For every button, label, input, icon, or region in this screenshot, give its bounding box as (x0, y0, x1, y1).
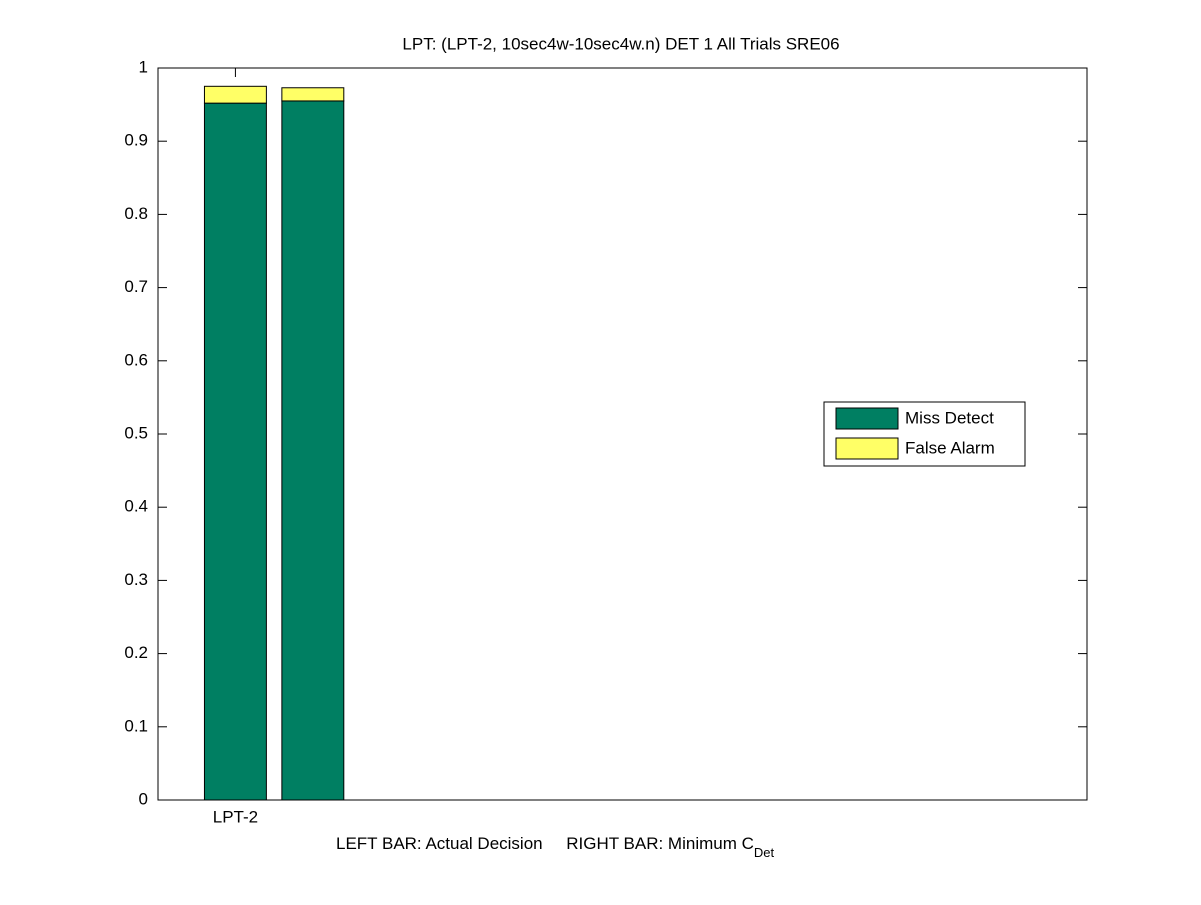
x-axis-label: LEFT BAR: Actual Decision RIGHT BAR: Min… (336, 834, 774, 860)
legend-swatch (835, 407, 899, 430)
y-tick-label: 0.4 (124, 497, 148, 516)
y-tick-label: 1 (139, 57, 148, 76)
legend: Miss Detect False Alarm (823, 401, 1026, 467)
bar-segment (281, 87, 345, 102)
axes-box (157, 67, 1088, 801)
chart-title: LPT: (LPT-2, 10sec4w-10sec4w.n) DET 1 Al… (402, 34, 839, 53)
legend-label: False Alarm (905, 438, 995, 457)
bar-segment (203, 102, 267, 801)
y-tick-label: 0 (139, 789, 148, 808)
y-tick-label: 0.2 (124, 643, 148, 662)
bar-segment (203, 85, 267, 104)
y-tick-label: 0.1 (124, 716, 148, 735)
x-axis-label-main: LEFT BAR: Actual Decision RIGHT BAR: Min… (336, 834, 754, 853)
plot-area: 0 0.1 0.2 0.3 0.4 0.5 0.6 0.7 0.8 0.9 1 LPT-2 (124, 57, 1088, 826)
y-tick-label: 0.8 (124, 204, 148, 223)
x-tick-label: LPT-2 (213, 807, 258, 826)
y-tick-label: 0.9 (124, 131, 148, 150)
bar-segment (281, 100, 345, 801)
y-tick-label: 0.7 (124, 277, 148, 296)
legend-label: Miss Detect (905, 408, 994, 427)
y-tick-label: 0.3 (124, 570, 148, 589)
x-axis-label-subscript: Det (754, 845, 775, 860)
legend-swatch (835, 437, 899, 460)
y-tick-label: 0.5 (124, 423, 148, 442)
y-tick-label: 0.6 (124, 350, 148, 369)
